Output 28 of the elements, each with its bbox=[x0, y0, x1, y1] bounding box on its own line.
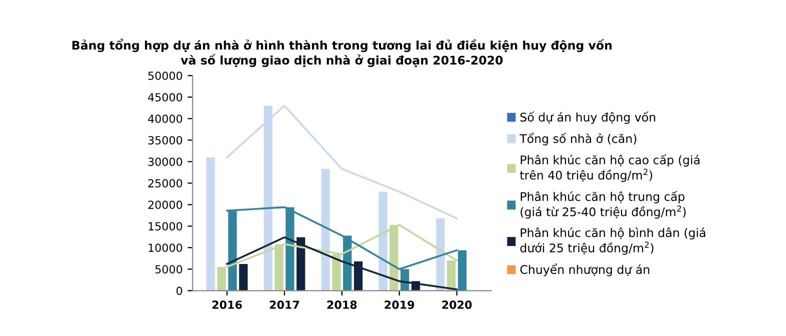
y-tick-label: 20000 bbox=[148, 200, 182, 210]
y-tick-label: 25000 bbox=[148, 179, 182, 188]
y-tick-label: 10000 bbox=[148, 244, 182, 252]
line-series bbox=[226, 236, 458, 290]
x-tick-label: 2018 bbox=[327, 300, 357, 309]
x-tick-label: 2017 bbox=[270, 300, 300, 309]
y-tick-label: 40000 bbox=[148, 114, 182, 123]
y-tick-label: 45000 bbox=[148, 93, 182, 102]
legend-label: Phân khúc căn hộ trung cấp (giá từ 25-40 triệu đồng/m$^{2}$) bbox=[520, 190, 686, 219]
chart-title: Bảng tổng hợp dự án nhà ở hình thành trong tương lai đủ điều kiện huy động vốn và số lượng giao dịch nhà ở giai đoạn 2016-2020 bbox=[72, 38, 612, 68]
y-tick-label: 50000 bbox=[148, 72, 182, 80]
legend-label: Tổng số nhà ở (căn) bbox=[520, 132, 636, 146]
bar bbox=[206, 157, 215, 291]
y-tick-label: 15000 bbox=[148, 222, 182, 231]
x-tick-label: 2016 bbox=[212, 300, 242, 309]
bar bbox=[239, 264, 248, 291]
legend-label: Phân khúc căn hộ bình dân (giá dưới 25 triệu đồng/m$^{2}$) bbox=[520, 228, 706, 255]
x-tick-label: 2019 bbox=[384, 300, 414, 309]
y-tick-label: 5000 bbox=[155, 265, 182, 274]
y-tick-label: 30000 bbox=[148, 158, 182, 166]
bar bbox=[321, 168, 330, 291]
y-tick-label: 0 bbox=[176, 286, 182, 296]
legend-label: Phân khúc căn hộ cao cấp (giá trên 40 triệu đồng/m$^{2}$) bbox=[520, 154, 700, 182]
y-tick-label: 35000 bbox=[148, 136, 182, 144]
bar bbox=[378, 192, 388, 291]
x-tick-label: 2020 bbox=[442, 300, 472, 309]
legend-label: Chuyển nhượng dự án bbox=[520, 264, 650, 276]
legend-label: Số dự án huy động vốn bbox=[520, 111, 656, 124]
